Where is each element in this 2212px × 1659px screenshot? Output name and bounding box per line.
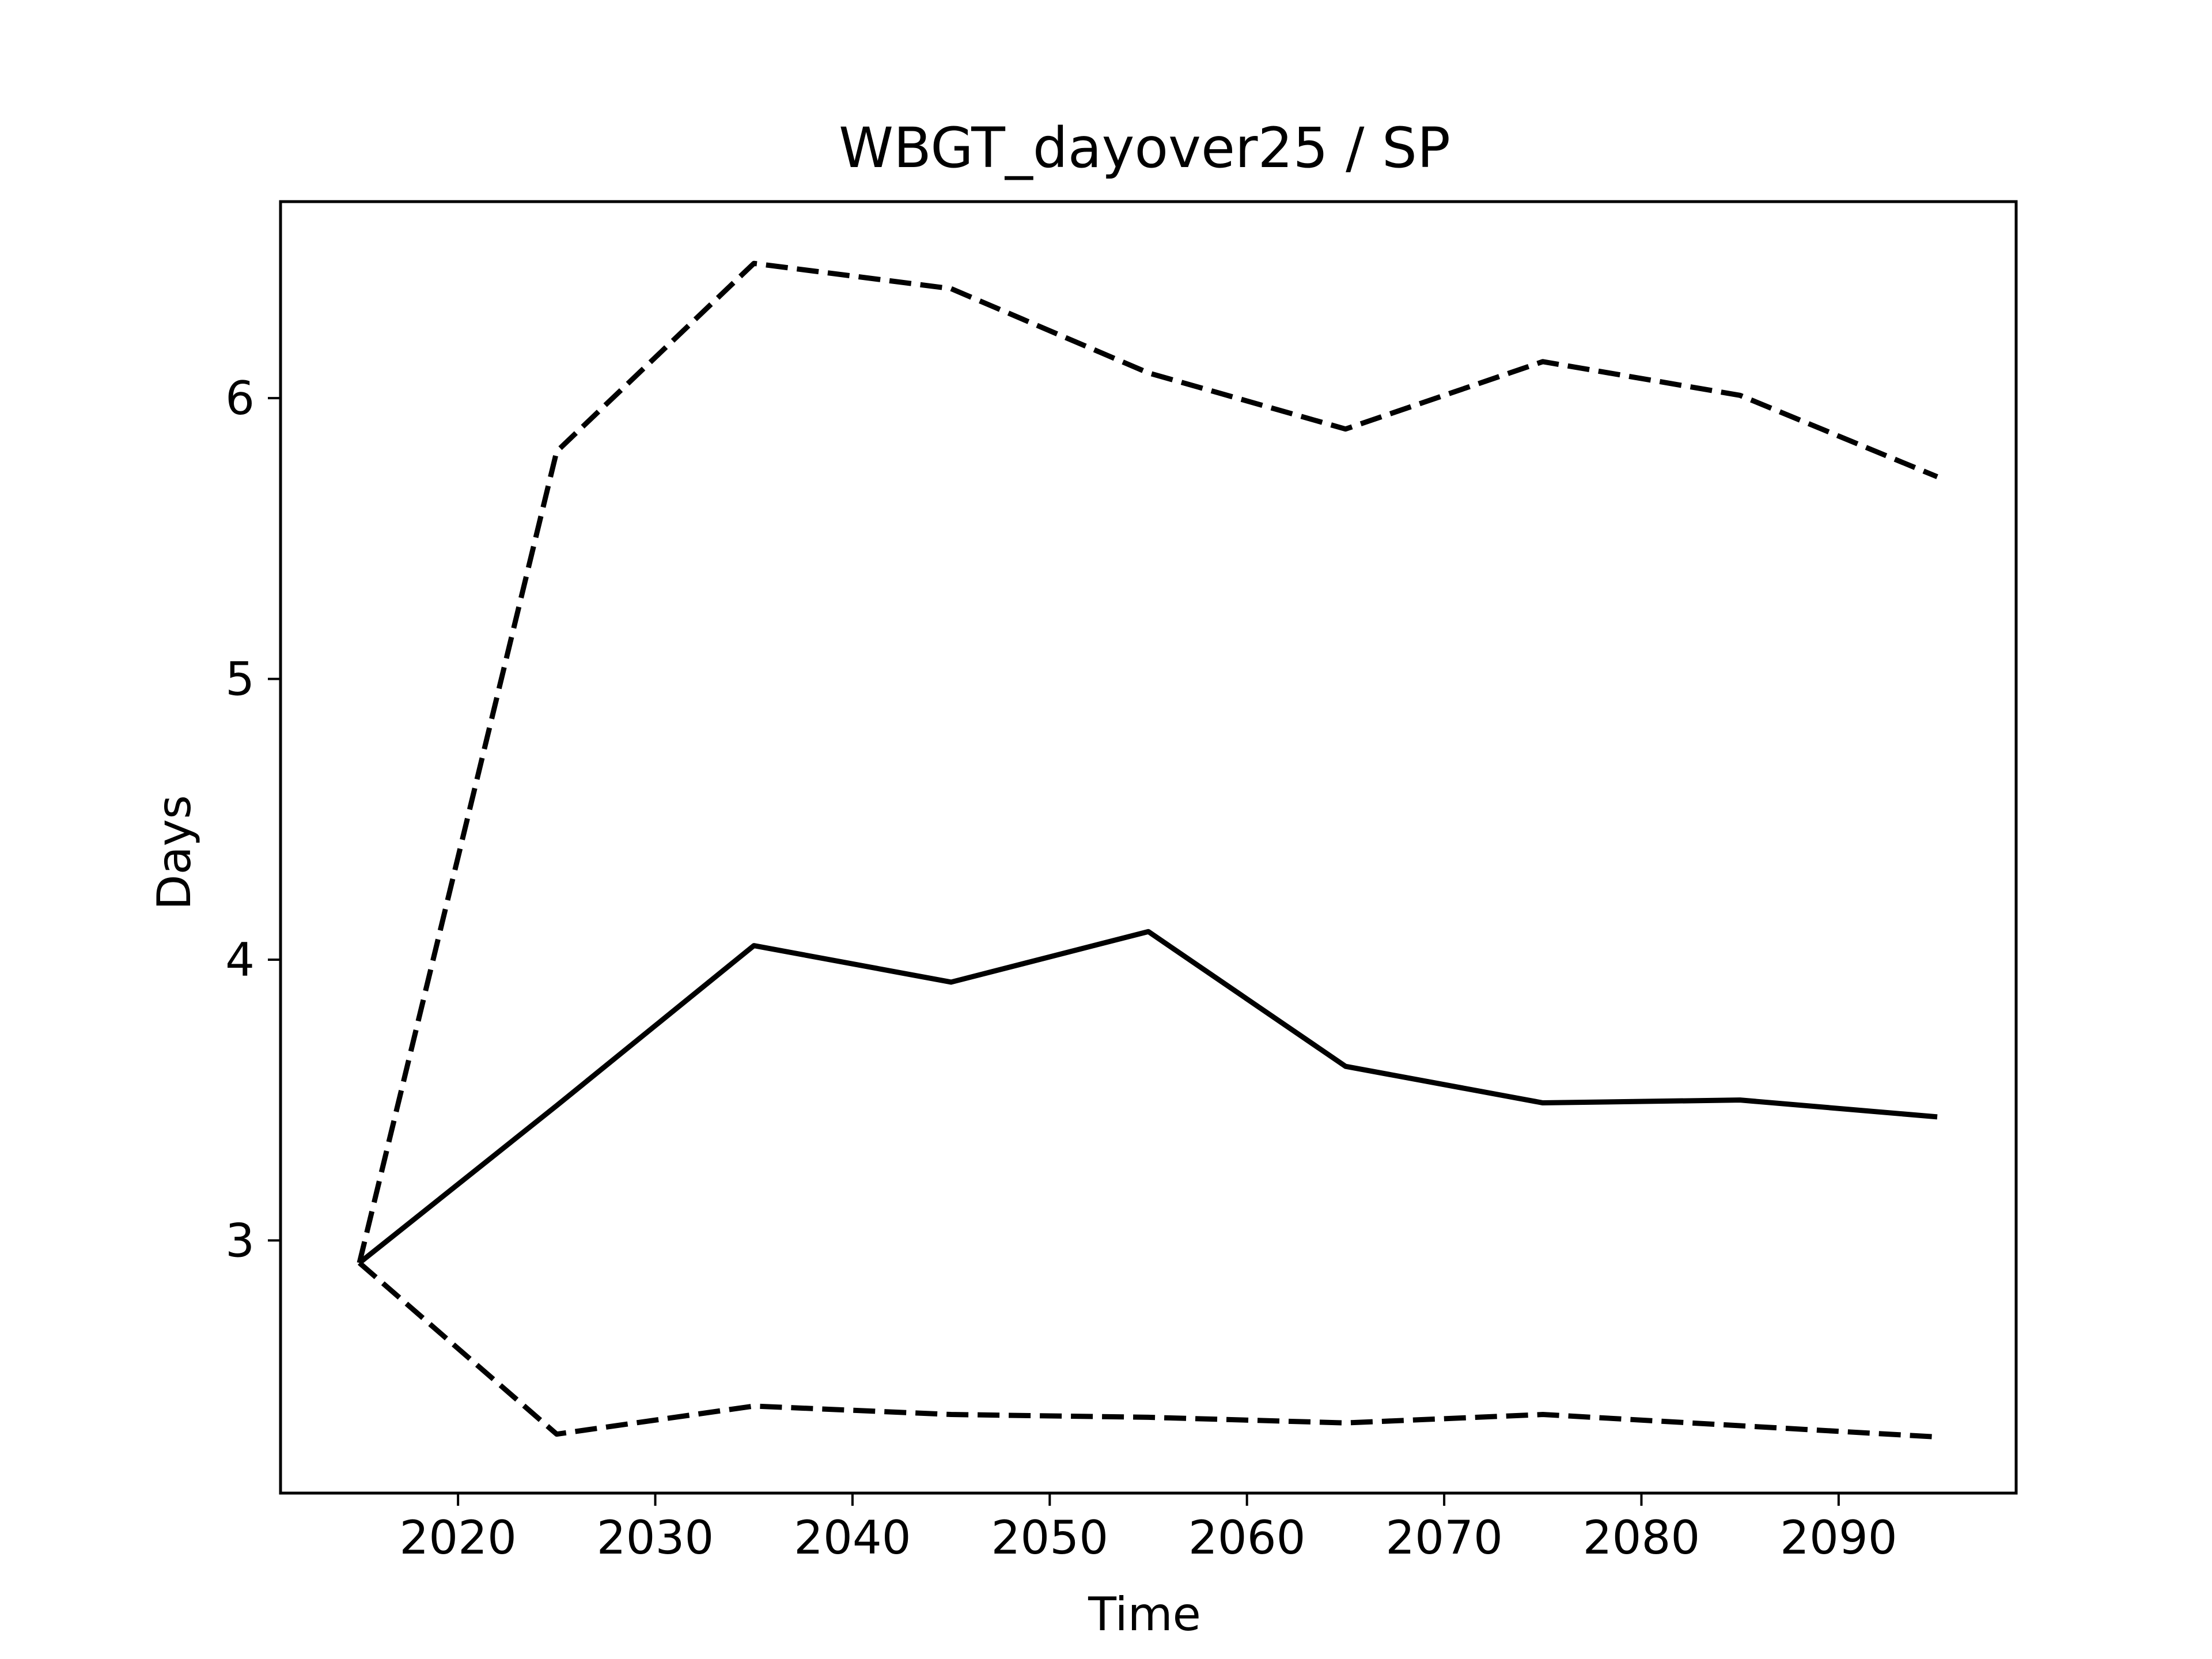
plot-frame <box>279 200 2018 1495</box>
y-axis-label: Days <box>147 795 201 910</box>
y-axis: 3 4 5 6 <box>225 372 281 1267</box>
series-line-2 <box>357 260 1938 1264</box>
y-tick-label: 6 <box>225 372 255 425</box>
plot-area <box>357 260 1938 1440</box>
x-axis-label: Time <box>1088 1588 1201 1641</box>
x-tick-label: 2020 <box>399 1511 517 1565</box>
y-tick-label: 3 <box>225 1214 255 1267</box>
y-tick-label: 4 <box>225 933 255 987</box>
x-tick-label: 2030 <box>597 1511 714 1565</box>
x-tick-label: 2040 <box>794 1511 911 1565</box>
x-tick-label: 2090 <box>1780 1511 1897 1565</box>
x-tick-label: 2060 <box>1188 1511 1306 1565</box>
x-tick-label: 2080 <box>1583 1511 1700 1565</box>
series-line-3 <box>358 1260 1938 1440</box>
y-tick-label: 5 <box>225 653 255 706</box>
x-tick-label: 2070 <box>1385 1511 1503 1565</box>
x-tick-label: 2050 <box>991 1511 1109 1565</box>
series-line-1 <box>358 929 1938 1265</box>
chart-title: WBGT_dayover25 / SP <box>839 116 1450 180</box>
x-axis: 2020 2030 2040 2050 2060 2070 2080 2090 <box>399 1493 1897 1565</box>
